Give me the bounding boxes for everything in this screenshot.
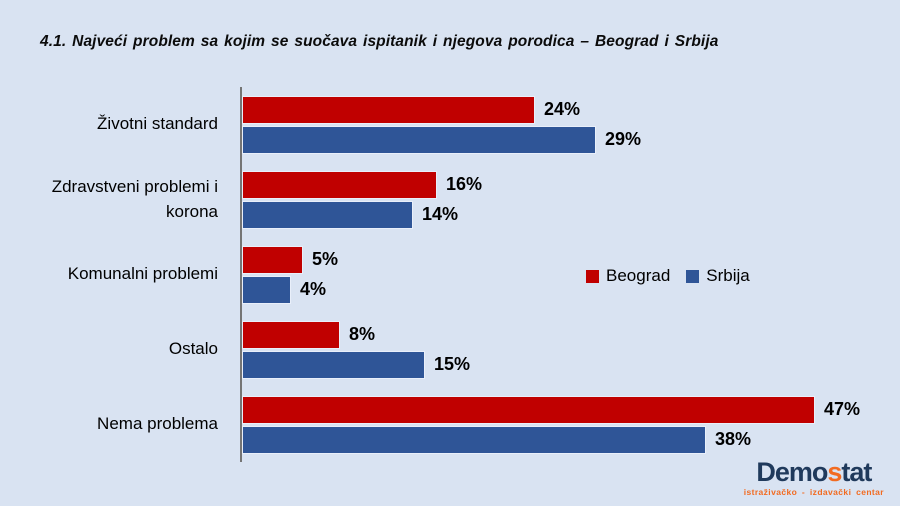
bar-line: 47% xyxy=(242,395,860,425)
category-label: Nema problema xyxy=(97,414,218,434)
chart-row: Zdravstveni problemi i korona 16% 14% xyxy=(0,162,900,237)
bar-line: 29% xyxy=(242,125,641,155)
bar-group: 24% 29% xyxy=(242,95,641,155)
bar-group: 5% 4% xyxy=(242,245,338,305)
bar-beograd xyxy=(242,170,437,199)
bar-srbija xyxy=(242,125,596,154)
value-label: 5% xyxy=(312,249,339,269)
bar-chart: Životni standard 24% 29% Zdravstveni proble… xyxy=(0,87,900,462)
bar-line: 4% xyxy=(242,275,338,305)
value-label: 14% xyxy=(422,204,459,224)
legend-item-beograd: Beograd xyxy=(586,266,670,286)
bar-srbija xyxy=(242,200,413,229)
legend-label-srbija: Srbija xyxy=(706,266,750,285)
bar-beograd xyxy=(242,95,535,124)
chart-row: Ostalo 8% 15% xyxy=(0,312,900,387)
chart-row: Životni standard 24% 29% xyxy=(0,87,900,162)
logo-wordmark: Demostat xyxy=(756,457,872,487)
value-label: 38% xyxy=(715,429,752,449)
bar-beograd xyxy=(242,245,303,274)
bar-beograd xyxy=(242,320,340,349)
bar-beograd xyxy=(242,395,815,424)
chart-row: Komunalni problemi 5% 4% xyxy=(0,237,900,312)
bar-line: 16% xyxy=(242,170,482,200)
bar-srbija xyxy=(242,275,291,304)
bar-group: 16% 14% xyxy=(242,170,482,230)
legend-item-srbija: Srbija xyxy=(686,266,750,286)
bar-srbija xyxy=(242,425,706,454)
category-label: Ostalo xyxy=(168,339,218,359)
bar-line: 5% xyxy=(242,245,338,275)
category-label: Komunalni problemi xyxy=(67,264,218,284)
axis-line xyxy=(240,87,242,462)
value-label: 24% xyxy=(544,99,581,119)
legend-swatch-srbija xyxy=(686,269,700,283)
value-label: 15% xyxy=(434,354,471,374)
bar-line: 38% xyxy=(242,425,860,455)
demostat-logo: Demostat istraživačko - izdavački centar xyxy=(743,457,884,498)
value-label: 16% xyxy=(446,174,483,194)
value-label: 47% xyxy=(824,399,861,419)
legend: Beograd Srbija xyxy=(586,266,750,286)
value-label: 4% xyxy=(300,279,327,299)
logo-tagline: istraživačko - izdavački centar xyxy=(743,487,884,497)
chart-row: Nema problema 47% 38% xyxy=(0,387,900,462)
value-label: 29% xyxy=(605,129,642,149)
bar-srbija xyxy=(242,350,425,379)
legend-label-beograd: Beograd xyxy=(606,266,671,285)
bar-line: 24% xyxy=(242,95,641,125)
chart-title: 4.1. Najveći problem sa kojim se suočava… xyxy=(40,33,719,50)
category-label: Životni standard xyxy=(97,114,218,134)
legend-swatch-beograd xyxy=(586,269,599,283)
value-label: 8% xyxy=(349,324,376,344)
bar-group: 47% 38% xyxy=(242,395,860,455)
bar-line: 15% xyxy=(242,350,470,380)
bar-group: 8% 15% xyxy=(242,320,470,380)
bar-line: 14% xyxy=(242,200,482,230)
bar-line: 8% xyxy=(242,320,470,350)
category-label: Zdravstveni problemi i korona xyxy=(51,176,218,221)
